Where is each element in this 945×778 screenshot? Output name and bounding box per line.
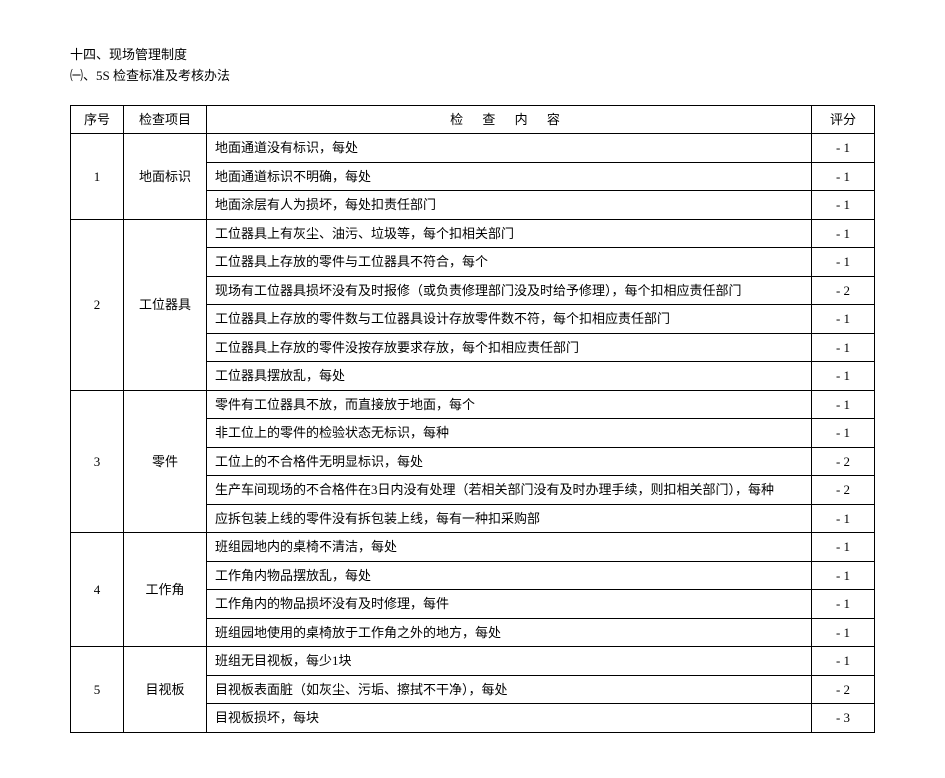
header-item: 检查项目 [124, 105, 207, 134]
content-cell: 班组园地使用的桌椅放于工作角之外的地方，每处 [207, 618, 812, 647]
content-cell: 地面涂层有人为损坏，每处扣责任部门 [207, 191, 812, 220]
table-row: 1地面标识地面通道没有标识，每处- 1 [71, 134, 875, 163]
score-cell: - 1 [812, 248, 875, 277]
header-score: 评分 [812, 105, 875, 134]
document-heading: 十四、现场管理制度 ㈠、5S 检查标准及考核办法 [70, 45, 875, 87]
content-cell: 目视板表面脏（如灰尘、污垢、擦拭不干净），每处 [207, 675, 812, 704]
content-cell: 班组园地内的桌椅不清洁，每处 [207, 533, 812, 562]
content-cell: 班组无目视板，每少1块 [207, 647, 812, 676]
table-header-row: 序号 检查项目 检 查 内 容 评分 [71, 105, 875, 134]
item-cell: 目视板 [124, 647, 207, 733]
content-cell: 工作角内的物品损坏没有及时修理，每件 [207, 590, 812, 619]
content-cell: 工位上的不合格件无明显标识，每处 [207, 447, 812, 476]
content-cell: 工位器具摆放乱，每处 [207, 362, 812, 391]
score-cell: - 1 [812, 590, 875, 619]
table-row: 2工位器具工位器具上有灰尘、油污、垃圾等，每个扣相关部门- 1 [71, 219, 875, 248]
seq-cell: 3 [71, 390, 124, 533]
inspection-table: 序号 检查项目 检 查 内 容 评分 1地面标识地面通道没有标识，每处- 1地面… [70, 105, 875, 733]
content-cell: 零件有工位器具不放，而直接放于地面，每个 [207, 390, 812, 419]
seq-cell: 4 [71, 533, 124, 647]
item-cell: 工作角 [124, 533, 207, 647]
content-cell: 生产车间现场的不合格件在3日内没有处理（若相关部门没有及时办理手续，则扣相关部门… [207, 476, 812, 505]
header-content: 检 查 内 容 [207, 105, 812, 134]
content-cell: 工作角内物品摆放乱，每处 [207, 561, 812, 590]
score-cell: - 1 [812, 162, 875, 191]
score-cell: - 1 [812, 219, 875, 248]
content-cell: 工位器具上存放的零件数与工位器具设计存放零件数不符，每个扣相应责任部门 [207, 305, 812, 334]
score-cell: - 1 [812, 561, 875, 590]
score-cell: - 2 [812, 276, 875, 305]
score-cell: - 1 [812, 533, 875, 562]
seq-cell: 1 [71, 134, 124, 220]
score-cell: - 1 [812, 419, 875, 448]
score-cell: - 1 [812, 390, 875, 419]
item-cell: 地面标识 [124, 134, 207, 220]
content-cell: 应拆包装上线的零件没有拆包装上线，每有一种扣采购部 [207, 504, 812, 533]
heading-line2: ㈠、5S 检查标准及考核办法 [70, 66, 875, 87]
score-cell: - 1 [812, 618, 875, 647]
seq-cell: 2 [71, 219, 124, 390]
content-cell: 目视板损坏，每块 [207, 704, 812, 733]
table-row: 4工作角班组园地内的桌椅不清洁，每处- 1 [71, 533, 875, 562]
header-seq: 序号 [71, 105, 124, 134]
item-cell: 工位器具 [124, 219, 207, 390]
content-cell: 工位器具上存放的零件与工位器具不符合，每个 [207, 248, 812, 277]
score-cell: - 2 [812, 476, 875, 505]
score-cell: - 1 [812, 362, 875, 391]
score-cell: - 1 [812, 504, 875, 533]
seq-cell: 5 [71, 647, 124, 733]
score-cell: - 2 [812, 675, 875, 704]
content-cell: 地面通道没有标识，每处 [207, 134, 812, 163]
heading-line1: 十四、现场管理制度 [70, 45, 875, 66]
score-cell: - 3 [812, 704, 875, 733]
content-cell: 工位器具上存放的零件没按存放要求存放，每个扣相应责任部门 [207, 333, 812, 362]
score-cell: - 1 [812, 191, 875, 220]
score-cell: - 1 [812, 305, 875, 334]
score-cell: - 1 [812, 333, 875, 362]
content-cell: 非工位上的零件的检验状态无标识，每种 [207, 419, 812, 448]
item-cell: 零件 [124, 390, 207, 533]
content-cell: 地面通道标识不明确，每处 [207, 162, 812, 191]
table-row: 5目视板班组无目视板，每少1块- 1 [71, 647, 875, 676]
table-row: 3零件零件有工位器具不放，而直接放于地面，每个- 1 [71, 390, 875, 419]
score-cell: - 1 [812, 647, 875, 676]
score-cell: - 1 [812, 134, 875, 163]
score-cell: - 2 [812, 447, 875, 476]
content-cell: 工位器具上有灰尘、油污、垃圾等，每个扣相关部门 [207, 219, 812, 248]
content-cell: 现场有工位器具损坏没有及时报修（或负责修理部门没及时给予修理），每个扣相应责任部… [207, 276, 812, 305]
